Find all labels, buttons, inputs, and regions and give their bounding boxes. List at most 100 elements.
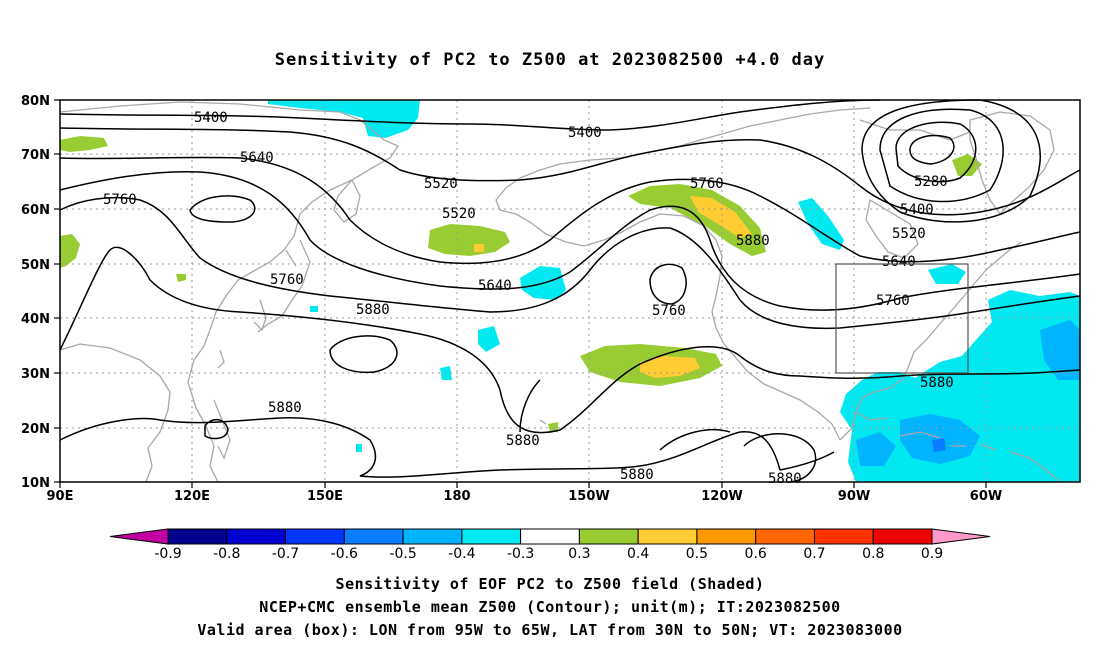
contour-label: 5760	[690, 176, 724, 192]
colorbar-label: 0.4	[627, 546, 649, 562]
lat-label: 10N	[21, 476, 50, 491]
valid-area-box	[835, 263, 969, 374]
grid-lines	[60, 100, 1080, 482]
contour-label: 5880	[620, 467, 654, 483]
lat-label: 60N	[21, 203, 50, 218]
contour-label: 5760	[270, 272, 304, 288]
contour-label: 5400	[194, 110, 228, 126]
colorbar-label: -0.7	[272, 546, 299, 562]
lon-label: 150W	[568, 489, 609, 504]
colorbar-label: 0.7	[803, 546, 825, 562]
lat-label: 70N	[21, 148, 50, 163]
lon-label: 90W	[838, 489, 870, 504]
lat-label: 80N	[21, 94, 50, 109]
shade-positive	[60, 234, 80, 268]
colorbar-swatch	[226, 528, 287, 545]
shade-negative	[478, 326, 500, 352]
colorbar-swatch	[637, 528, 698, 545]
shade-negative	[356, 444, 362, 452]
contour-label: 5400	[900, 202, 934, 218]
lat-label: 40N	[21, 312, 50, 327]
contour-label: 5640	[478, 278, 512, 294]
map-frame	[59, 99, 1081, 483]
colorbar-swatch	[520, 528, 580, 545]
contour-label: 5880	[356, 302, 390, 318]
shade-negative	[310, 306, 318, 312]
contour-label: 5880	[768, 471, 802, 487]
contour-label: 5880	[736, 233, 770, 249]
contour-label: 5400	[568, 125, 602, 141]
shade-positive	[428, 224, 510, 256]
contour-label: 5640	[240, 150, 274, 166]
colorbar-label: -0.4	[448, 546, 475, 562]
colorbar-label: -0.6	[331, 546, 358, 562]
map-title: Sensitivity of PC2 to Z500 at 2023082500…	[274, 50, 826, 70]
shade-negative	[268, 100, 420, 138]
latitude-labels: 80N 70N 60N 50N 40N 30N 20N 10N	[21, 94, 50, 491]
contour-label: 5760	[652, 303, 686, 319]
contour-label: 5880	[920, 375, 954, 391]
colorbar-label: 0.6	[745, 546, 767, 562]
colorbar-end-high	[931, 528, 991, 545]
caption-contour: NCEP+CMC ensemble mean Z500 (Contour); u…	[259, 598, 841, 616]
shade-positive	[628, 184, 766, 256]
colorbar-swatch	[343, 528, 404, 545]
colorbar-swatch	[167, 528, 228, 545]
colorbar: -0.9 -0.8 -0.7 -0.6 -0.5 -0.4 -0.3 0.3 0.4 0.5 0.6…	[109, 528, 991, 562]
contour-label: 5280	[914, 174, 948, 190]
shade-negative-strongest	[932, 438, 946, 452]
contour-label: 5760	[876, 293, 910, 309]
colorbar-label: -0.5	[389, 546, 416, 562]
colorbar-label: 0.5	[686, 546, 708, 562]
shade-negative-strong	[856, 432, 896, 466]
longitude-labels: 90E 120E 150E 180 150W 120W 90W 60W	[47, 489, 1003, 504]
caption-shaded: Sensitivity of EOF PC2 to Z500 field (Sh…	[335, 575, 765, 593]
contour-label: 5520	[892, 226, 926, 242]
coastlines	[59, 101, 1061, 483]
shade-positive	[176, 274, 186, 282]
colorbar-end-low	[109, 528, 169, 545]
shade-negative-strong	[1040, 320, 1080, 380]
colorbar-swatch	[285, 528, 345, 545]
lon-label: 120E	[174, 489, 210, 504]
shade-negative	[798, 198, 844, 250]
contour-label: 5760	[103, 192, 137, 208]
contour-label: 5520	[442, 206, 476, 222]
colorbar-swatch	[461, 528, 522, 545]
colorbar-label: 0.8	[862, 546, 884, 562]
lon-label: 90E	[47, 489, 74, 504]
colorbar-swatch	[872, 528, 933, 545]
tick-marks	[54, 99, 987, 488]
colorbar-swatch	[813, 528, 874, 545]
colorbar-swatch	[402, 528, 463, 545]
contour-labels: 5400 5400 5640 5520 5520 5760 5760 5760 …	[103, 110, 954, 487]
caption-valid-area: Valid area (box): LON from 95W to 65W, L…	[197, 621, 903, 639]
shade-positive	[548, 422, 558, 432]
colorbar-swatch	[696, 528, 757, 545]
lat-label: 30N	[21, 367, 50, 382]
shade-positive	[60, 136, 108, 152]
contour-label: 5880	[506, 433, 540, 449]
shade-positive-strong	[690, 196, 752, 238]
colorbar-label: 0.3	[568, 546, 590, 562]
colorbar-swatch	[755, 528, 815, 545]
lat-label: 20N	[21, 422, 50, 437]
lon-label: 150E	[307, 489, 343, 504]
lat-label: 50N	[21, 258, 50, 273]
colorbar-swatch	[578, 528, 639, 545]
z500-contours	[59, 99, 1081, 483]
colorbar-label: -0.3	[507, 546, 534, 562]
shade-positive-strong	[474, 244, 484, 252]
lon-label: 60W	[970, 489, 1002, 504]
colorbar-label: -0.8	[213, 546, 240, 562]
contour-label: 5640	[882, 254, 916, 270]
shaded-areas	[60, 100, 1080, 482]
shade-negative	[928, 264, 966, 284]
lon-label: 180	[443, 489, 470, 504]
colorbar-label: -0.9	[154, 546, 181, 562]
lon-label: 120W	[701, 489, 742, 504]
contour-label: 5880	[268, 400, 302, 416]
colorbar-label: 0.9	[921, 546, 943, 562]
contour-label: 5520	[424, 176, 458, 192]
